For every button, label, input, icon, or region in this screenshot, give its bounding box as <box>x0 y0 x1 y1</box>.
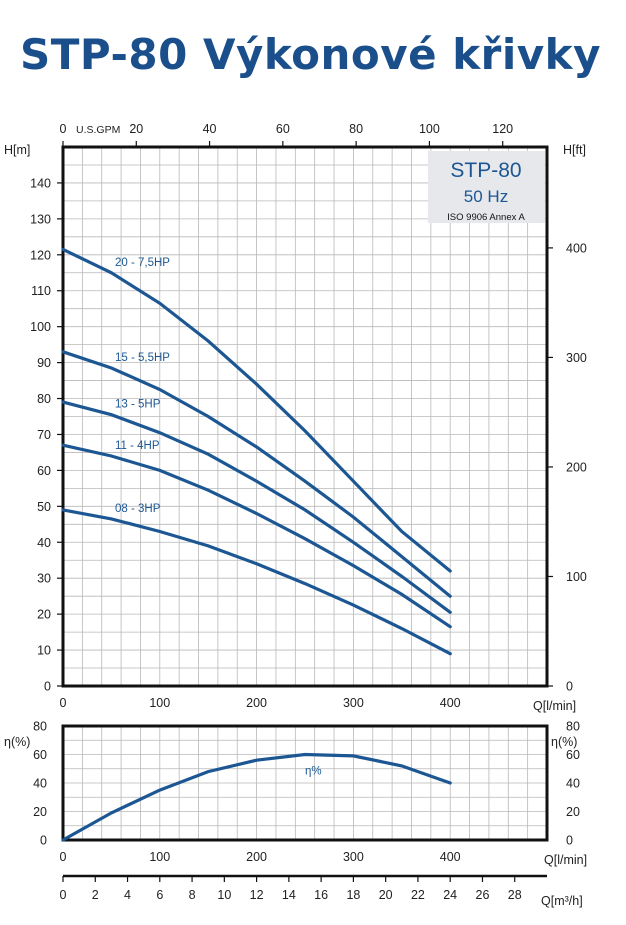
eff-y2-axis-label: η(%) <box>551 735 577 749</box>
x-tick-label: 300 <box>343 696 364 710</box>
eff-y-tick-label: 60 <box>33 748 47 762</box>
y-tick-label: 100 <box>30 320 51 334</box>
x2-tick-label: 20 <box>129 122 143 136</box>
y-tick-label: 120 <box>30 248 51 262</box>
eff-y2-tick-label: 0 <box>566 834 573 848</box>
eff-y-tick-label: 20 <box>33 805 47 819</box>
x2-tick-label: 60 <box>276 122 290 136</box>
m3h-tick-label: 18 <box>346 888 360 902</box>
info-freq: 50 Hz <box>464 187 508 206</box>
y2-tick-label: 100 <box>566 570 587 584</box>
x-tick-label: 400 <box>440 696 461 710</box>
y-axis-label: H[m] <box>4 143 30 157</box>
x2-tick-label: 40 <box>203 122 217 136</box>
m3h-tick-label: 28 <box>508 888 522 902</box>
curve-label: 20 - 7,5HP <box>115 257 170 269</box>
eff-y2-tick-label: 40 <box>566 777 580 791</box>
x2-tick-label: 80 <box>349 122 363 136</box>
y-tick-label: 110 <box>31 284 51 298</box>
y-tick-label: 80 <box>37 392 51 406</box>
y-tick-label: 50 <box>37 500 51 514</box>
eff-y-tick-label: 80 <box>33 720 47 734</box>
eff-x-tick-label: 300 <box>343 850 364 864</box>
m3h-tick-label: 22 <box>411 888 425 902</box>
m3h-axis-label: Q[m³/h] <box>541 894 583 908</box>
eff-y2-tick-label: 60 <box>566 748 580 762</box>
eff-x-tick-label: 400 <box>440 850 461 864</box>
x2-tick-label: 0 <box>60 122 67 136</box>
y2-axis-label: H[ft] <box>563 143 586 157</box>
x2-tick-label: 100 <box>419 122 440 136</box>
main-axis-ticks: 0 10 20 30 40 50 60 70 80 90 100 110 120 130 140 0 100 20… <box>30 122 587 710</box>
head-curve-3 <box>61 400 452 614</box>
y2-tick-label: 200 <box>566 460 587 474</box>
m3h-tick-label: 26 <box>476 888 490 902</box>
eff-x-tick-label: 0 <box>60 850 67 864</box>
y-tick-label: 0 <box>44 680 51 694</box>
y2-tick-label: 400 <box>566 241 587 255</box>
x2-axis-label: U.S.GPM <box>76 124 120 136</box>
y2-tick-label: 0 <box>566 680 573 694</box>
eff-y-tick-label: 0 <box>40 834 47 848</box>
head-curves: 20 - 7,5HP 15 - 5,5HP 13 - 5HP 11 - 4HP 08 -… <box>61 247 452 656</box>
efficiency-chart-frame <box>61 724 549 842</box>
x2-tick-label: 120 <box>492 122 513 136</box>
head-curve-2 <box>61 350 452 598</box>
y-tick-label: 90 <box>37 356 51 370</box>
m3h-tick-label: 6 <box>156 888 163 902</box>
efficiency-curve-label: η% <box>305 766 322 778</box>
info-standard: ISO 9906 Annex A <box>447 212 525 223</box>
eff-x-axis-label: Q[l/min] <box>544 853 587 867</box>
y-tick-label: 10 <box>37 644 51 658</box>
y-tick-label: 60 <box>37 464 51 478</box>
info-box <box>428 151 545 223</box>
curve-label: 11 - 4HP <box>115 440 160 452</box>
m3h-tick-label: 12 <box>250 888 264 902</box>
m3h-tick-label: 14 <box>282 888 296 902</box>
m3h-tick-label: 24 <box>443 888 457 902</box>
info-model: STP-80 <box>450 159 521 182</box>
efficiency-curve-line <box>61 752 452 842</box>
x-tick-label: 200 <box>246 696 267 710</box>
main-chart-frame <box>61 145 549 688</box>
y2-tick-label: 300 <box>566 351 587 365</box>
x-axis-label: Q[l/min] <box>533 699 576 713</box>
x-tick-label: 0 <box>60 696 67 710</box>
eff-y2-tick-label: 80 <box>566 720 580 734</box>
y-tick-label: 130 <box>30 212 51 226</box>
curve-label: 13 - 5HP <box>115 399 161 411</box>
eff-y-axis-label: η(%) <box>4 735 30 749</box>
head-curve-4 <box>61 443 452 629</box>
y-tick-label: 20 <box>37 608 51 622</box>
eff-x-tick-label: 100 <box>149 850 170 864</box>
head-curve-1 <box>61 247 452 573</box>
x-tick-label: 100 <box>149 696 170 710</box>
eff-y2-tick-label: 20 <box>566 805 580 819</box>
m3h-tick-label: 8 <box>189 888 196 902</box>
curve-label: 08 - 3HP <box>115 503 161 515</box>
eff-x-tick-label: 200 <box>246 850 267 864</box>
m3h-tick-label: 0 <box>60 888 67 902</box>
main-chart-grid <box>62 146 548 687</box>
m3h-tick-label: 16 <box>314 888 328 902</box>
y-tick-label: 30 <box>37 572 51 586</box>
y-tick-label: 70 <box>37 428 51 442</box>
efficiency-curve: η% <box>61 752 452 842</box>
y-tick-label: 140 <box>30 176 51 190</box>
m3h-tick-label: 4 <box>124 888 131 902</box>
efficiency-chart-grid <box>62 725 548 841</box>
curve-label: 15 - 5,5HP <box>115 352 170 364</box>
m3h-tick-label: 2 <box>92 888 99 902</box>
eff-y-tick-label: 40 <box>33 777 47 791</box>
head-curve-5 <box>61 508 452 656</box>
m3h-tick-label: 20 <box>379 888 393 902</box>
y-tick-label: 40 <box>37 536 51 550</box>
m3h-axis-ticks: 0 2 4 6 8 10 12 14 16 18 20 22 24 26 28 <box>60 876 522 902</box>
m3h-tick-label: 10 <box>217 888 231 902</box>
page-title: STP-80 Výkonové křivky <box>20 30 601 79</box>
